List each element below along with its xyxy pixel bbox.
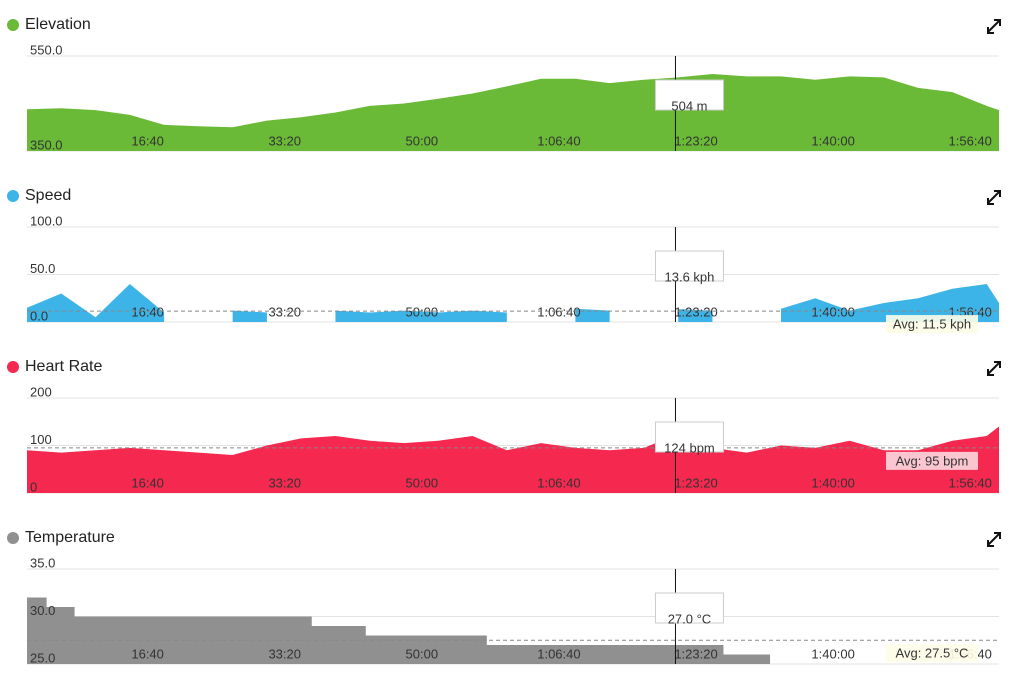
y-tick-label: 0 — [30, 479, 37, 494]
y-tick-label: 350.0 — [30, 137, 63, 152]
x-tick-label: 1:40:00 — [811, 475, 854, 490]
x-tick-label: 50:00 — [406, 133, 439, 148]
expand-icon[interactable] — [987, 19, 1001, 34]
average-label: Avg: 95 bpm — [896, 453, 969, 468]
average-label: Avg: 27.5 °C — [896, 646, 969, 661]
average-label-bg — [886, 451, 978, 470]
x-tick-label: 50:00 — [406, 475, 439, 490]
tooltip-text: 124 bpm — [664, 440, 715, 455]
tooltip-box — [654, 250, 724, 282]
average-label-bg — [886, 315, 978, 334]
y-tick-label: 30.0 — [30, 603, 55, 618]
x-tick-label: 1:06:40 — [537, 475, 580, 490]
y-tick-label: 100 — [30, 432, 52, 447]
x-tick-label: 16:40 — [131, 646, 164, 661]
x-tick-label: 1:56:40 — [949, 475, 992, 490]
x-tick-label: 1:23:20 — [674, 646, 717, 661]
x-tick-label: 33:20 — [268, 133, 301, 148]
legend-dot — [7, 361, 19, 373]
x-tick-label: 1:23:20 — [674, 304, 717, 319]
y-tick-label: 0.0 — [30, 308, 48, 323]
x-tick-label: 33:20 — [268, 646, 301, 661]
tooltip-box — [654, 592, 724, 624]
x-tick-label: 33:20 — [268, 304, 301, 319]
tooltip-text: 13.6 kph — [665, 269, 715, 284]
tooltip-text: 27.0 °C — [668, 611, 712, 626]
x-tick-label: 1:23:20 — [674, 133, 717, 148]
tooltip-box — [654, 79, 724, 111]
expand-icon[interactable] — [987, 190, 1001, 205]
x-tick-label: 1:40:00 — [811, 133, 854, 148]
area — [27, 426, 999, 493]
expand-icon[interactable] — [987, 532, 1001, 547]
area — [27, 597, 999, 664]
x-tick-label: 1:56:40 — [949, 133, 992, 148]
x-tick-label: 33:20 — [268, 475, 301, 490]
y-tick-label: 550.0 — [30, 42, 63, 57]
x-tick-label: 1:06:40 — [537, 304, 580, 319]
legend-dot — [7, 190, 19, 202]
average-label-bg — [886, 644, 978, 663]
y-tick-label: 25.0 — [30, 650, 55, 665]
x-tick-label: 50:00 — [406, 646, 439, 661]
x-tick-label: 1:06:40 — [537, 133, 580, 148]
expand-icon[interactable] — [987, 361, 1001, 376]
y-tick-label: 100.0 — [30, 213, 63, 228]
y-tick-label: 35.0 — [30, 555, 55, 570]
tooltip-box — [654, 421, 724, 453]
chart-title: Speed — [25, 187, 71, 204]
legend-dot — [7, 532, 19, 544]
x-tick-label: 1:23:20 — [674, 475, 717, 490]
x-tick-label: 50:00 — [406, 304, 439, 319]
x-tick-label: 1:40:00 — [811, 304, 854, 319]
tooltip-text: 504 m — [671, 98, 707, 113]
y-tick-label: 200 — [30, 384, 52, 399]
x-tick-label: 16:40 — [131, 475, 164, 490]
x-tick-label: 16:40 — [131, 133, 164, 148]
y-tick-label: 50.0 — [30, 261, 55, 276]
chart-title: Heart Rate — [25, 358, 102, 375]
legend-dot — [7, 19, 19, 31]
x-tick-label: 16:40 — [131, 304, 164, 319]
x-tick-label: 1:40:00 — [811, 646, 854, 661]
chart-title: Temperature — [25, 529, 115, 546]
x-tick-label: 1:06:40 — [537, 646, 580, 661]
area — [27, 74, 999, 151]
average-label: Avg: 11.5 kph — [893, 317, 971, 332]
chart-title: Elevation — [25, 16, 91, 33]
